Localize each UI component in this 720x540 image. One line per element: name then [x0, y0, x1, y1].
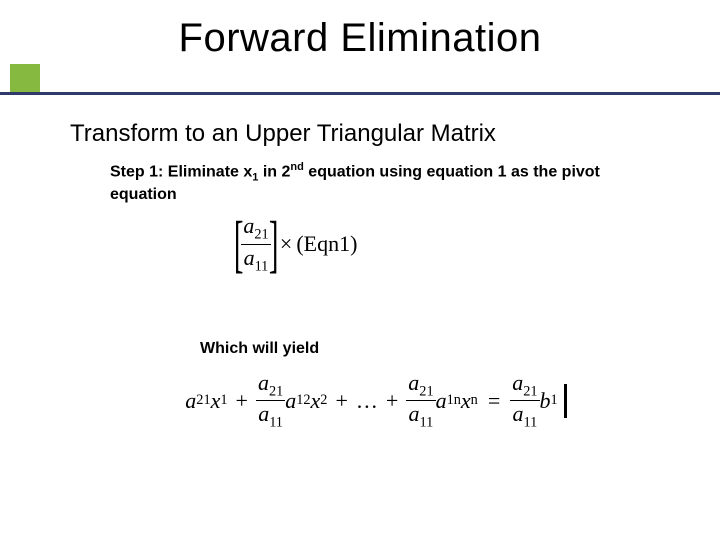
eqn1-ref: (Eqn1) — [296, 231, 357, 257]
title-underline — [0, 92, 720, 95]
x-var: x — [211, 388, 221, 414]
frac-den-var: a — [244, 245, 255, 270]
term-n: a21 a11 a1n xn — [406, 370, 478, 432]
accent-square — [10, 64, 40, 94]
frac-den-sub: 11 — [255, 258, 269, 274]
coef-frac-2: a21 a11 — [256, 370, 285, 432]
equation-multiplier: [ a21 a11 ] × (Eqn1) — [236, 212, 357, 276]
ellipsis: … — [356, 388, 378, 414]
slide-subtitle: Transform to an Upper Triangular Matrix — [70, 120, 496, 148]
equation-result: a21 x1 + a21 a11 a12 x2 + … + a21 a11 — [70, 370, 680, 432]
slide: Forward Elimination Transform to an Uppe… — [0, 0, 720, 540]
slide-title: Forward Elimination — [0, 16, 720, 61]
a-sub: 21 — [196, 392, 210, 409]
plus-1: + — [236, 388, 248, 414]
term-2: a21 a11 a12 x2 — [256, 370, 328, 432]
equals-sign: = — [488, 388, 500, 414]
plus-2: + — [335, 388, 347, 414]
rhs-term: a21 a11 b1 — [510, 370, 557, 432]
left-bracket: [ — [234, 212, 244, 276]
fraction-a21-a11: a21 a11 — [241, 213, 270, 275]
coef-frac-rhs: a21 a11 — [510, 370, 539, 432]
plus-3: + — [386, 388, 398, 414]
term-1: a21 x1 — [185, 388, 227, 414]
step-description: Step 1: Eliminate x1 in 2nd equation usi… — [110, 160, 610, 206]
coef-frac-n: a21 a11 — [406, 370, 435, 432]
frac-num-sub: 21 — [254, 227, 268, 243]
which-will-yield-label: Which will yield — [200, 340, 319, 358]
a-var: a — [185, 388, 196, 414]
right-bracket: ] — [268, 212, 278, 276]
times-symbol: × — [280, 231, 292, 257]
cursor-bar-icon — [564, 384, 567, 418]
x-sub: 1 — [220, 392, 227, 409]
frac-num-var: a — [243, 213, 254, 238]
